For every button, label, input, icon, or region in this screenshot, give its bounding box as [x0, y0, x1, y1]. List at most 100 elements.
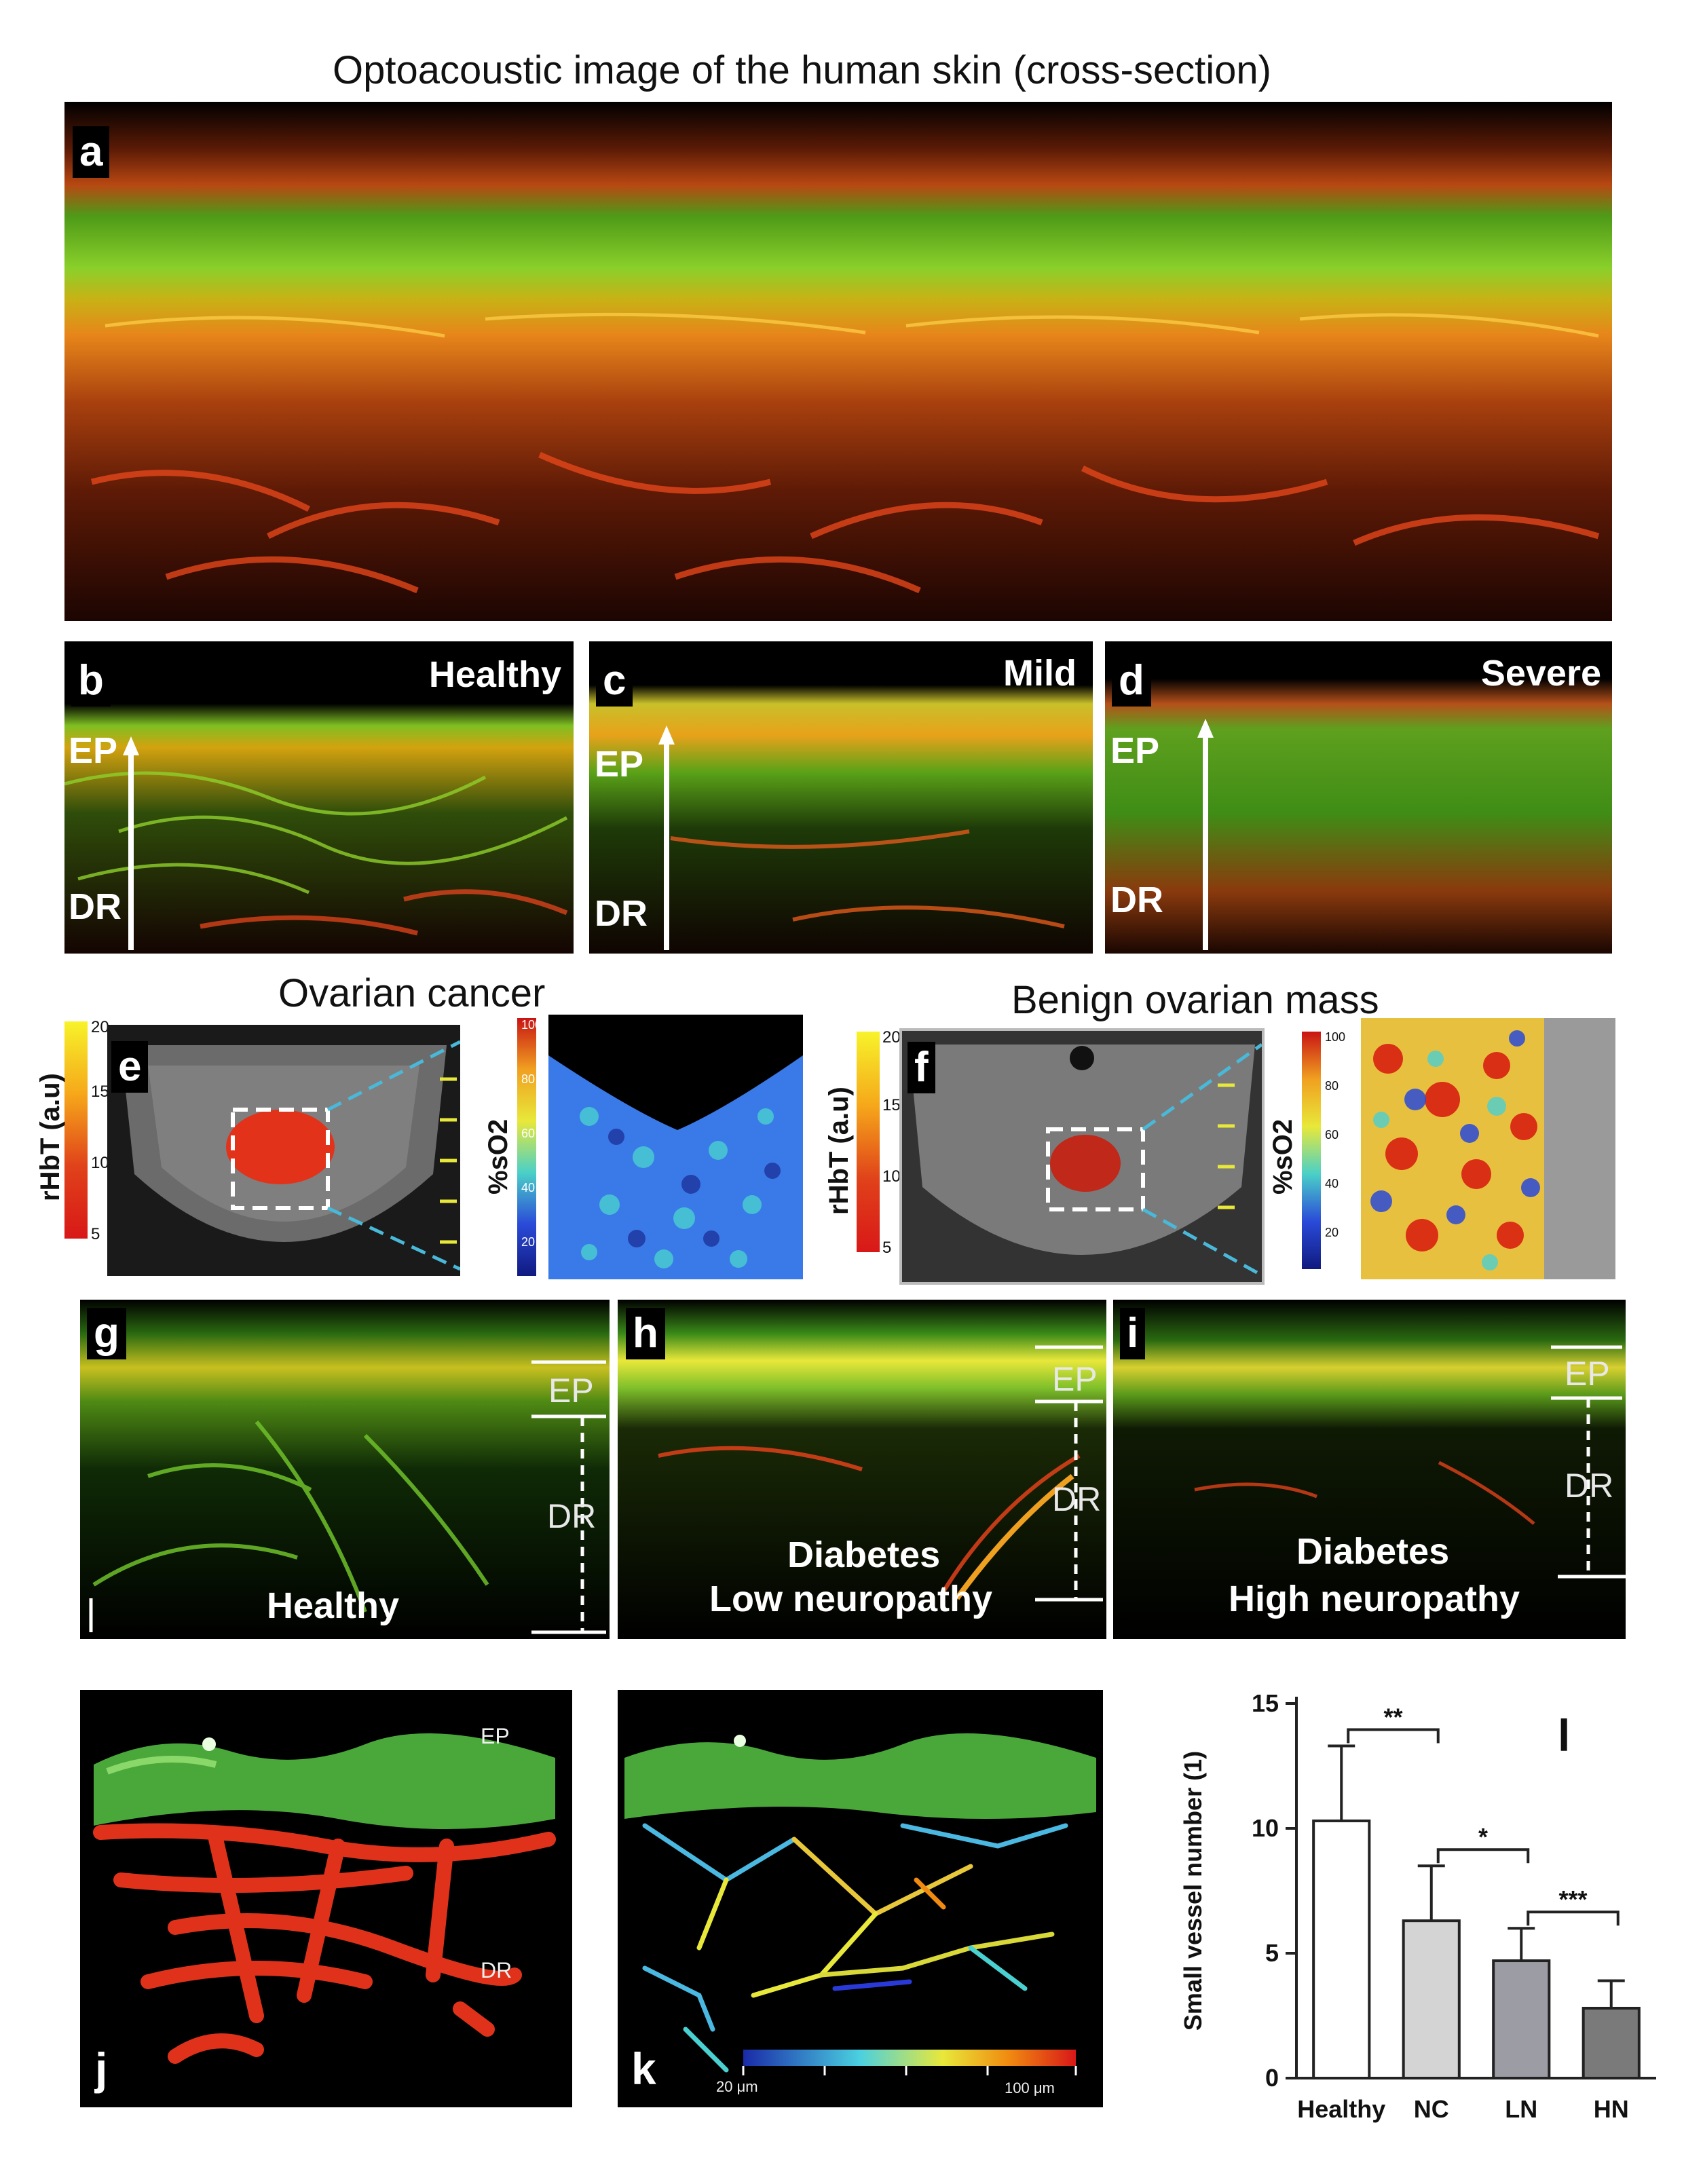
panel-letter-k: k: [631, 2044, 656, 2094]
x-tick-label: NC: [1414, 2095, 1449, 2123]
so2-map-image: [1361, 1018, 1615, 1279]
benign-mass-caption: Benign ovarian mass: [1011, 978, 1379, 1022]
significance-bracket: [1347, 1728, 1440, 1744]
panel-i-image: i EP DR Diabetes High neuropathy: [1113, 1300, 1626, 1639]
ultrasound-fan-image: [121, 1040, 460, 1271]
significance-bracket: [1527, 1910, 1620, 1926]
skin-cross-section-image: [64, 102, 1612, 621]
rhbt-colorbar-f: [857, 1032, 880, 1252]
so2-tick: 80: [1325, 1079, 1339, 1093]
dermis-label: DR: [1110, 880, 1163, 920]
panel-letter-h: h: [626, 1308, 665, 1359]
ultrasound-fan-image: [909, 1042, 1262, 1277]
so2-tick: 100: [521, 1018, 542, 1032]
group-label-healthy: Healthy: [267, 1585, 400, 1626]
panel-e-so2-zoom: [548, 1015, 803, 1279]
so2-axis-label-f: %sO2: [1268, 1118, 1298, 1194]
rhbt-tick: 5: [91, 1225, 100, 1243]
vessel-3d-render-image: [93, 1733, 556, 2064]
healthy-skin-image: [64, 641, 574, 954]
epidermis-label: EP: [69, 730, 118, 771]
bar: [1492, 1959, 1551, 2080]
so2-colorbar-e: [517, 1018, 536, 1276]
panel-g-image: g EP DR Healthy: [80, 1300, 610, 1639]
epidermis-label: EP: [1110, 730, 1160, 771]
panel-f-so2-zoom: [1361, 1018, 1615, 1279]
epidermis-label: EP: [1052, 1360, 1098, 1398]
x-tick-label: LN: [1505, 2095, 1537, 2123]
panel-letter-f: f: [908, 1042, 935, 1093]
dermis-label: DR: [547, 1497, 597, 1535]
so2-tick: 60: [521, 1127, 536, 1140]
panel-c-image: c Mild EP DR: [589, 641, 1093, 954]
panel-letter-j: j: [95, 2044, 108, 2094]
bar: [1312, 1819, 1371, 2080]
so2-tick: 40: [1325, 1177, 1339, 1190]
dermis-label: DR: [69, 886, 121, 927]
dermis-label: DR: [595, 893, 648, 934]
condition-label-healthy: Healthy: [428, 654, 561, 695]
rhbt-tick: 20: [91, 1018, 109, 1036]
dermis-label: DR: [1052, 1480, 1102, 1518]
ovarian-cancer-caption: Ovarian cancer: [278, 971, 546, 1015]
y-tick-label: 5: [1265, 1939, 1279, 1967]
so2-tick: 40: [521, 1181, 536, 1194]
bar: [1582, 2006, 1641, 2079]
group-label-diabetes: Diabetes: [1296, 1531, 1450, 1572]
epidermis-label: EP: [481, 1724, 510, 1748]
so2-tick: 80: [521, 1072, 536, 1086]
high-neuropathy-skin-image: [1113, 1300, 1626, 1639]
significance-bracket: [1436, 1848, 1530, 1864]
rhbt-axis-label-f: rHbT (a.u): [824, 1087, 854, 1215]
so2-tick: 20: [521, 1235, 536, 1249]
so2-tick: 20: [1325, 1226, 1339, 1239]
significance-label: ***: [1558, 1885, 1587, 1913]
condition-label-severe: Severe: [1480, 653, 1601, 694]
rhbt-tick: 10: [91, 1154, 109, 1172]
panel-b-image: b Healthy EP DR: [64, 641, 574, 954]
panel-d-image: d Severe EP DR: [1105, 641, 1612, 954]
dermis-label: DR: [1565, 1467, 1614, 1505]
panel-letter-a: a: [73, 126, 110, 178]
condition-label-mild: Mild: [1003, 653, 1077, 694]
figure-title: Optoacoustic image of the human skin (cr…: [333, 48, 1271, 92]
scale-max-label: 100 μm: [1005, 2079, 1055, 2096]
panel-letter-l: l: [1558, 1710, 1570, 1761]
rhbt-tick: 20: [882, 1028, 901, 1047]
panel-h-image: h EP DR Diabetes Low neuropathy: [618, 1300, 1106, 1639]
mild-skin-image: [589, 641, 1093, 954]
panel-letter-i: i: [1120, 1308, 1146, 1359]
panel-j-3d-render: EP DR j: [80, 1690, 572, 2107]
low-neuropathy-skin-image: [618, 1300, 1106, 1639]
dermis-label: DR: [481, 1958, 512, 1982]
rhbt-colorbar-e: [64, 1021, 88, 1239]
panel-f-ultrasound: f: [899, 1028, 1265, 1285]
so2-tick: 60: [1325, 1128, 1339, 1142]
x-tick-label: HN: [1594, 2095, 1629, 2123]
panel-e-ultrasound: e: [107, 1025, 460, 1276]
panel-a-image: a: [64, 102, 1612, 621]
panel-letter-g: g: [87, 1308, 126, 1359]
group-label-low-neuropathy: Low neuropathy: [709, 1579, 992, 1619]
panel-letter-b: b: [71, 655, 111, 707]
y-axis-label: Small vessel number (1): [1179, 1751, 1207, 2031]
vessel-skeleton-image: [624, 1733, 1096, 2075]
significance-label: *: [1478, 1823, 1488, 1851]
panel-k-vessel-graph: 20 μm 100 μm k: [618, 1690, 1103, 2107]
y-tick-label: 0: [1265, 2064, 1279, 2092]
so2-axis-label-e: %sO2: [483, 1118, 513, 1194]
bar: [1402, 1919, 1461, 2079]
rhbt-tick: 5: [882, 1239, 892, 1257]
panel-l-bar-chart: 0 5 10 15 Small vessel number (1) Healthy NC LN…: [1179, 1689, 1656, 2123]
y-tick-label: 15: [1252, 1689, 1279, 1717]
x-tick-label: Healthy: [1297, 2095, 1385, 2123]
scale-min-label: 20 μm: [716, 2078, 758, 2095]
rhbt-tick: 15: [882, 1096, 901, 1114]
panel-letter-e: e: [111, 1041, 149, 1093]
so2-map-image: [548, 1015, 803, 1279]
so2-tick: 100: [1325, 1030, 1346, 1044]
healthy-skin-image: [80, 1300, 610, 1639]
rhbt-tick: 10: [882, 1167, 901, 1186]
group-label-diabetes: Diabetes: [787, 1535, 941, 1575]
so2-colorbar-f: [1302, 1032, 1321, 1269]
